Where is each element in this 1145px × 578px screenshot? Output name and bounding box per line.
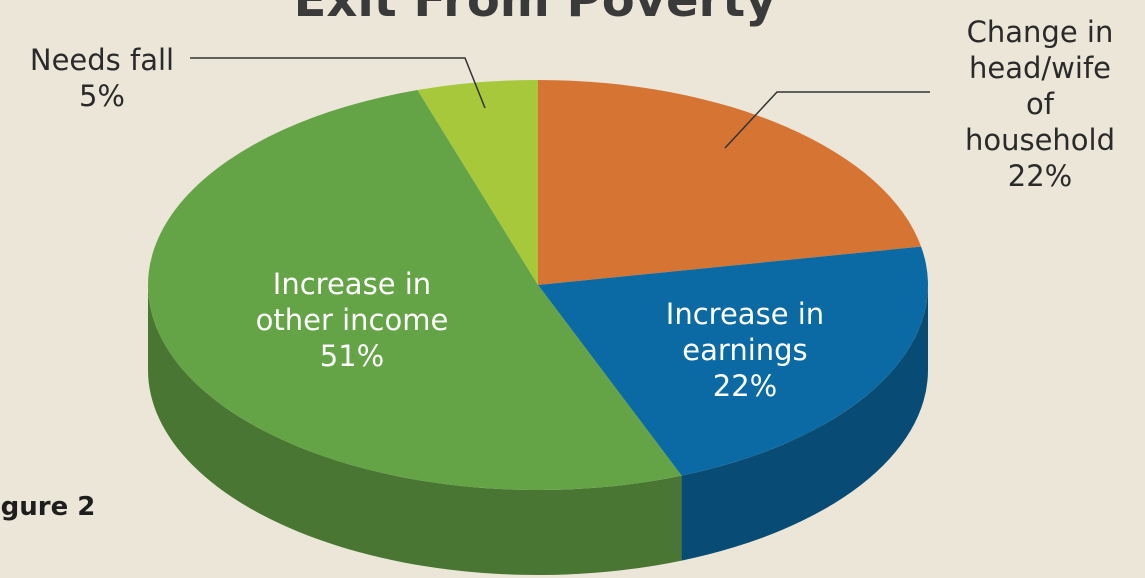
value-label: 51% xyxy=(319,339,385,373)
category-label: Change in head/wife of household xyxy=(964,15,1116,157)
slice-label: Needs fall 5% xyxy=(30,42,174,114)
category-label: Increase in other income xyxy=(255,267,449,337)
slice-label: Increase in other income 51% xyxy=(256,266,449,374)
value-label: 22% xyxy=(712,369,778,403)
value-label: 22% xyxy=(1007,159,1073,193)
slice-label: Increase in earnings 22% xyxy=(666,296,824,404)
chart-title: Exit From Poverty xyxy=(293,0,777,28)
category-label: Needs fall xyxy=(29,43,175,77)
slice-side xyxy=(148,285,682,575)
category-label: Increase in earnings xyxy=(665,297,825,367)
slice xyxy=(538,80,922,285)
slice-label: Change in head/wife of household 22% xyxy=(965,14,1115,194)
figure-label: Figure 2 xyxy=(0,492,96,522)
leader-line xyxy=(190,57,486,109)
slice xyxy=(148,90,682,490)
slice xyxy=(417,80,538,285)
slice-side xyxy=(681,285,928,561)
leader-line xyxy=(724,91,930,149)
value-label: 5% xyxy=(78,79,125,113)
slice xyxy=(538,246,928,476)
